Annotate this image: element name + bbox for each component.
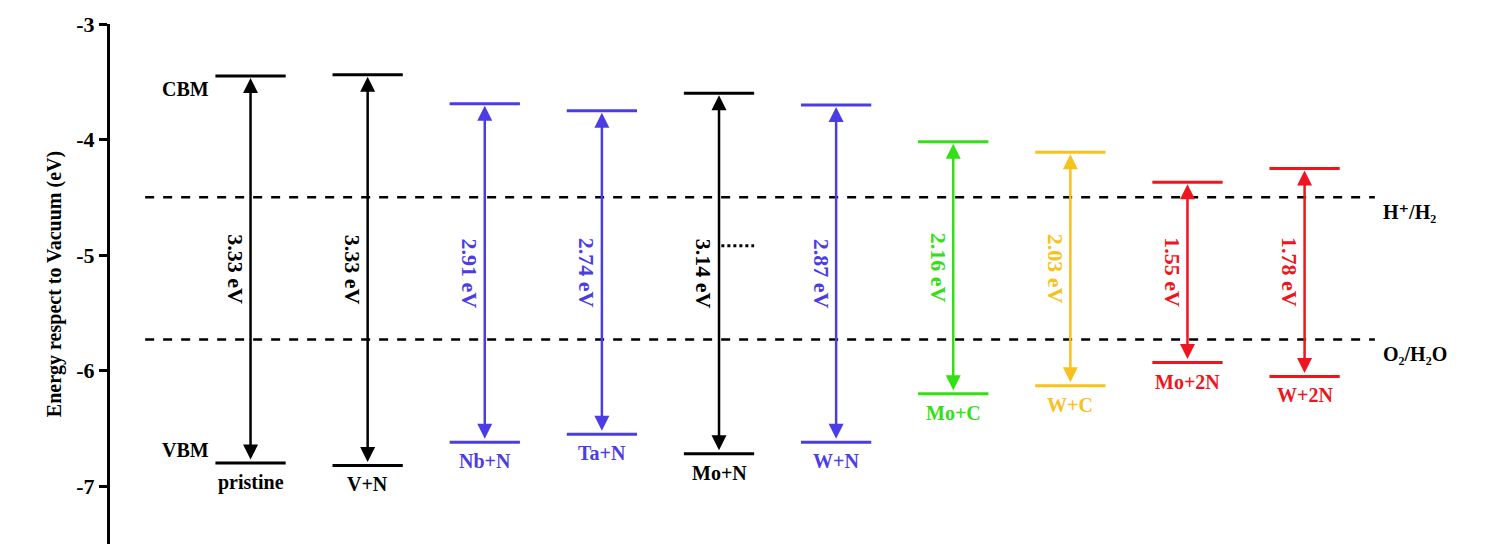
svg-text:Nb+N: Nb+N — [459, 450, 511, 472]
svg-text:-5: -5 — [76, 243, 94, 268]
svg-text:-7: -7 — [76, 474, 94, 499]
svg-text:CBM: CBM — [162, 78, 209, 100]
svg-text:-6: -6 — [76, 358, 94, 383]
svg-text:O₂/H₂O: O₂/H₂O — [1383, 343, 1447, 365]
svg-text:3.33 eV: 3.33 eV — [223, 234, 248, 304]
svg-text:1.55 eV: 1.55 eV — [1160, 237, 1185, 307]
svg-text:1.78 eV: 1.78 eV — [1277, 237, 1302, 307]
svg-text:2.03 eV: 2.03 eV — [1043, 234, 1068, 304]
svg-text:2.87 eV: 2.87 eV — [809, 239, 834, 309]
svg-text:W+N: W+N — [813, 450, 859, 472]
svg-text:H⁺/H₂: H⁺/H₂ — [1383, 201, 1436, 223]
svg-text:3.14 eV: 3.14 eV — [691, 239, 716, 309]
svg-text:W+C: W+C — [1047, 394, 1093, 416]
svg-text:2.91 eV: 2.91 eV — [457, 238, 482, 308]
svg-text:VBM: VBM — [162, 439, 209, 461]
svg-text:-3: -3 — [76, 12, 94, 37]
svg-text:V+N: V+N — [347, 473, 388, 495]
svg-text:Energy respect to Vacuum (eV): Energy respect to Vacuum (eV) — [43, 151, 66, 417]
svg-text:Ta+N: Ta+N — [578, 442, 626, 464]
svg-text:pristine: pristine — [218, 471, 284, 494]
svg-text:-4: -4 — [76, 127, 94, 152]
svg-text:2.16 eV: 2.16 eV — [926, 233, 951, 303]
svg-text:3.33 eV: 3.33 eV — [340, 235, 365, 305]
svg-text:Mo+2N: Mo+2N — [1155, 371, 1220, 393]
svg-text:Mo+C: Mo+C — [926, 402, 981, 424]
svg-text:Mo+N: Mo+N — [692, 462, 747, 484]
svg-text:W+2N: W+2N — [1277, 384, 1333, 406]
svg-text:2.74 eV: 2.74 eV — [574, 238, 599, 308]
